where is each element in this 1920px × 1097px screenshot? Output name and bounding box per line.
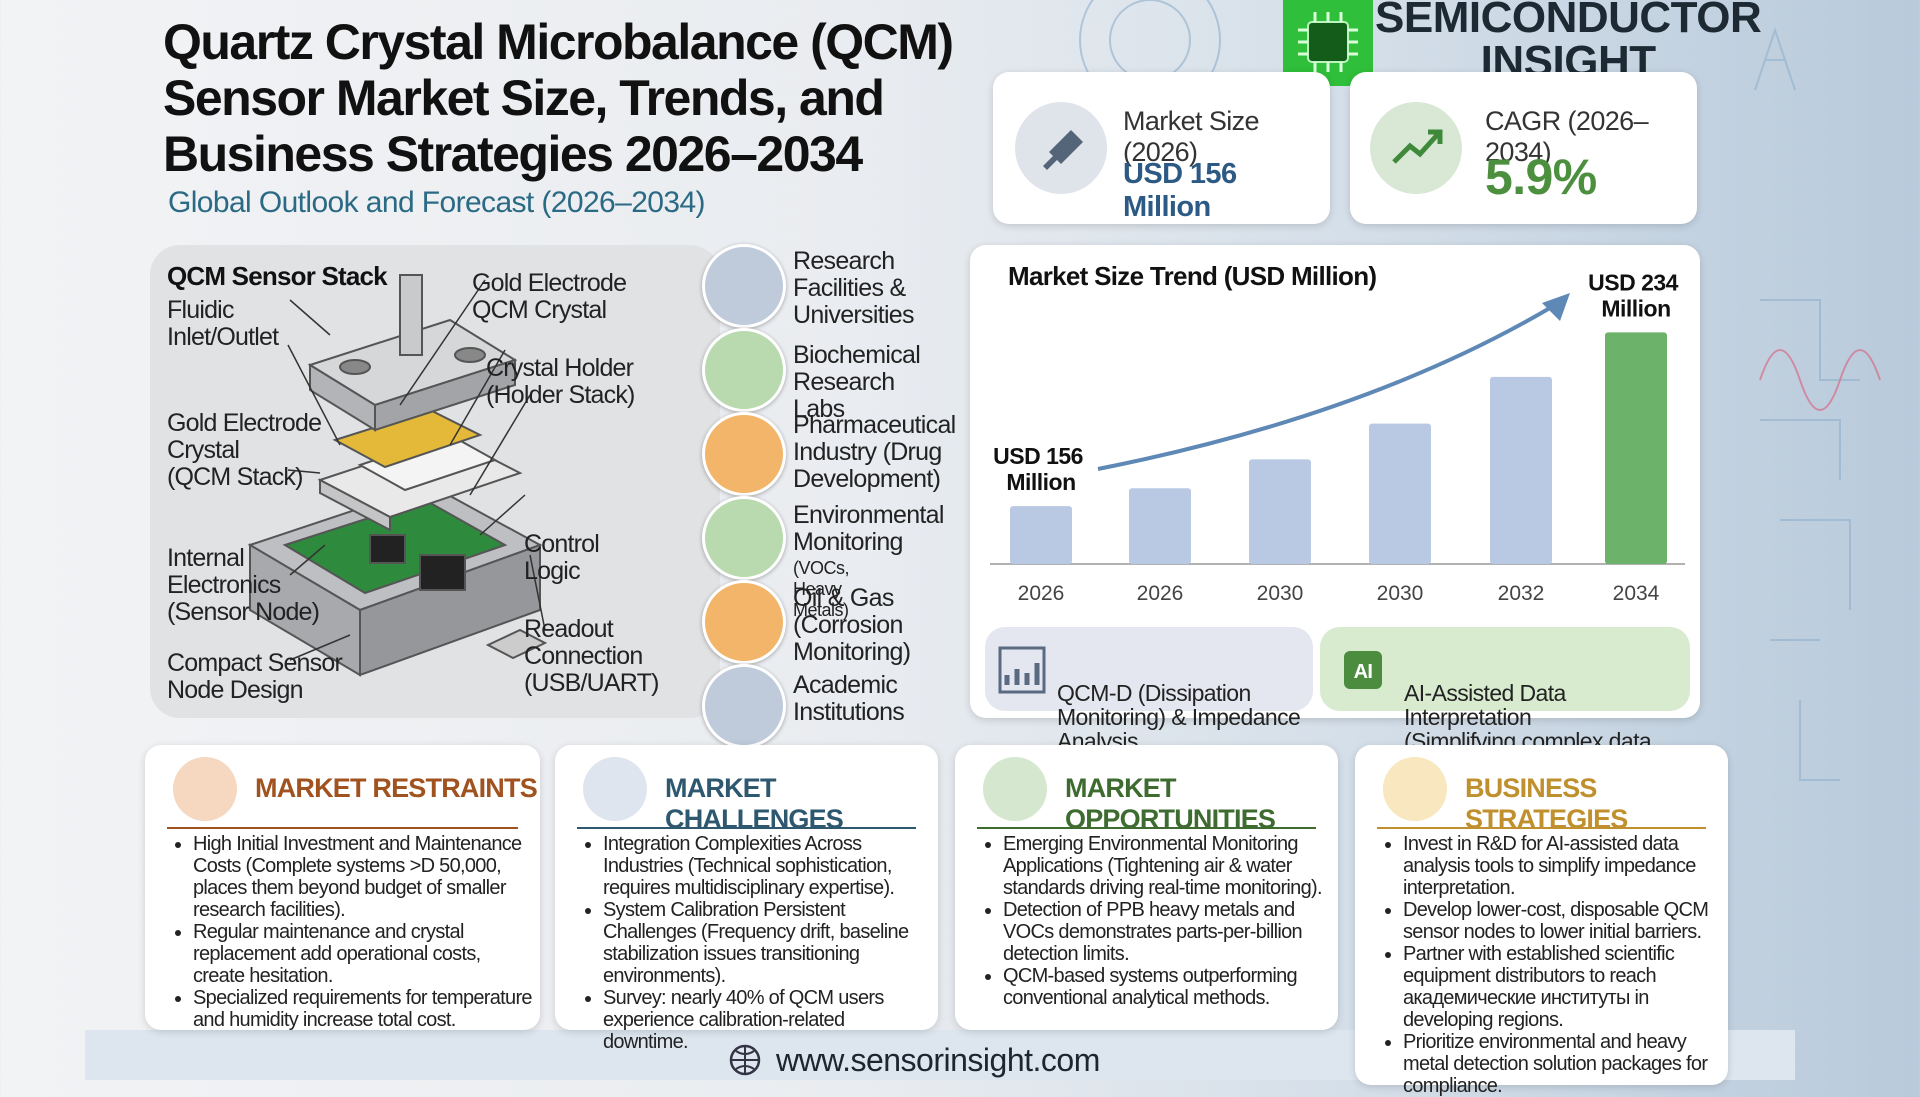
application-label: Biochemical Research Labs xyxy=(793,341,921,423)
stat-label: Market Size (2026) xyxy=(1123,106,1260,167)
x-tick-label: 2032 xyxy=(1498,582,1545,605)
footer-url: www.sensorinsight.com xyxy=(776,1042,1100,1078)
info-card: MARKET OPPORTUNITIESEmerging Environment… xyxy=(955,745,1338,1030)
x-tick-label: 2030 xyxy=(1257,582,1304,605)
application-label: Research Facilities & Universities xyxy=(793,247,915,329)
feature-icon: AI xyxy=(1344,651,1382,689)
stat-card: CAGR (2026–2034) 5.9% xyxy=(1350,72,1697,224)
card-list: Emerging Environmental Monitoring Applic… xyxy=(977,833,1334,1009)
subtitle: Global Outlook and Forecast (2026–2034) xyxy=(168,186,706,219)
card-icon xyxy=(983,757,1047,821)
trend-arrowhead xyxy=(1542,293,1570,321)
title: Quartz Crystal Microbalance (QCM) Sensor… xyxy=(163,14,954,182)
info-card: BUSINESS STRATEGIESInvest in R&D for AI-… xyxy=(1355,745,1728,1097)
globe-icon xyxy=(729,1044,761,1076)
card-icon xyxy=(1383,757,1447,821)
bar xyxy=(1010,506,1072,564)
card-title: MARKET RESTRAINTS xyxy=(255,773,538,803)
card-item: Develop lower-cost, disposable QCM senso… xyxy=(1403,899,1724,943)
title-line: Sensor Market Size, Trends, and xyxy=(163,70,885,126)
application-label: Oil & Gas (Corrosion Monitoring) xyxy=(793,584,911,666)
application-icon xyxy=(702,496,786,580)
application-icon xyxy=(702,664,786,748)
diagram-label: Crystal Holder (Holder Stack) xyxy=(486,354,635,409)
bar xyxy=(1369,423,1431,564)
application-icon xyxy=(702,244,786,328)
card-item: Detection of PPB heavy metals and VOCs d… xyxy=(1003,899,1334,965)
stat-card: Market Size (2026) USD 156 Million xyxy=(993,72,1330,224)
card-icon xyxy=(583,757,647,821)
card-item: Survey: nearly 40% of QCM users experien… xyxy=(603,987,934,1053)
card-title: BUSINESS STRATEGIES xyxy=(1465,773,1628,834)
title-line: Quartz Crystal Microbalance (QCM) xyxy=(163,14,954,70)
chart: Market Size Trend (USD Million) 2026 USD … xyxy=(990,261,1685,605)
bar xyxy=(1129,488,1191,564)
svg-text:AI: AI xyxy=(1354,661,1373,683)
card-list: High Initial Investment and Maintenance … xyxy=(167,833,536,1031)
diagram-label: Control Logic xyxy=(524,530,600,585)
card-item: QCM-based systems outperforming conventi… xyxy=(1003,965,1334,1009)
info-card: MARKET CHALLENGESIntegration Complexitie… xyxy=(555,745,938,1053)
bar xyxy=(1490,376,1552,564)
card-item: Specialized requirements for temperature… xyxy=(193,987,536,1031)
card-item: High Initial Investment and Maintenance … xyxy=(193,833,536,921)
card-rule xyxy=(977,827,1316,829)
feature-chip: QCM-D (Dissipation Monitoring) & Impedan… xyxy=(985,627,1313,753)
stat-icon xyxy=(1370,102,1462,194)
diagram-panel: QCM Sensor Stack Fluidic Inlet/Outlet Gol… xyxy=(150,245,720,718)
card-rule xyxy=(577,827,916,829)
application-icon xyxy=(702,412,786,496)
x-tick-label: 2026 xyxy=(1018,582,1065,605)
diagram-label: Gold Electrode QCM Crystal xyxy=(472,269,627,324)
x-tick-label: 2026 xyxy=(1137,582,1184,605)
card-icon xyxy=(173,757,237,821)
card-item: System Calibration Persistent Challenges… xyxy=(603,899,934,987)
stat-value: 5.9% xyxy=(1485,149,1597,205)
x-tick-label: 2034 xyxy=(1613,582,1660,605)
title-line: Business Strategies 2026–2034 xyxy=(163,126,863,182)
diagram-label: Internal Electronics (Sensor Node) xyxy=(167,544,320,626)
data-label: USD 234 Million xyxy=(1588,269,1684,321)
card-title: MARKET OPPORTUNITIES xyxy=(1065,773,1276,834)
diagram-label: Fluidic Inlet/Outlet xyxy=(167,296,279,351)
card-item: Emerging Environmental Monitoring Applic… xyxy=(1003,833,1334,899)
info-card: MARKET RESTRAINTS High Initial Investment… xyxy=(145,745,540,1031)
diagram-label: Gold Electrode Crystal (QCM Stack) xyxy=(167,409,322,491)
stat-value: USD 156 Million xyxy=(1123,158,1237,223)
sensor-stack-drawing xyxy=(247,274,548,677)
card-list: Integration Complexities Across Industri… xyxy=(577,833,934,1053)
bar xyxy=(1605,332,1667,564)
diagram-label: Compact Sensor Node Design xyxy=(167,649,343,704)
diagram-title: QCM Sensor Stack xyxy=(167,261,388,291)
card-item: Regular maintenance and crystal replacem… xyxy=(193,921,536,987)
card-item: Prioritize environmental and heavy metal… xyxy=(1403,1031,1724,1097)
card-item: Integration Complexities Across Industri… xyxy=(603,833,934,899)
stat-icon xyxy=(1015,102,1107,194)
application-icon xyxy=(702,580,786,664)
card-item: Partner with established scientific equi… xyxy=(1403,943,1724,1031)
card-list: Invest in R&D for AI-assisted data analy… xyxy=(1377,833,1724,1097)
trend-arrow xyxy=(1097,303,1557,471)
card-rule xyxy=(1377,827,1706,829)
application-label: Academic Institutions xyxy=(793,671,905,726)
feature-chip: AI AI-Assisted Data Interpretation (Simp… xyxy=(1320,627,1690,777)
stat-label: CAGR (2026–2034) xyxy=(1485,106,1649,167)
brand-logo xyxy=(1283,0,1373,86)
card-item: Invest in R&D for AI-assisted data analy… xyxy=(1403,833,1724,899)
data-label: USD 156 Million xyxy=(993,443,1089,495)
brand-line: SEMICONDUCTOR xyxy=(1375,0,1762,42)
diagram-label: Readout Connection (USB/UART) xyxy=(524,615,659,697)
application-note: (VOCs, Heavy Metals) xyxy=(793,558,850,620)
application-label: Pharmaceutical Industry (Drug Developmen… xyxy=(793,411,956,493)
card-rule xyxy=(167,827,518,829)
application-icon xyxy=(702,328,786,412)
feature-text: QCM-D (Dissipation Monitoring) & Impedan… xyxy=(1057,680,1301,754)
feature-icon xyxy=(998,646,1046,694)
card-title: MARKET CHALLENGES xyxy=(665,773,844,834)
application-label: Environmental Monitoring xyxy=(793,501,944,556)
bar xyxy=(1249,459,1311,564)
chart-title: Market Size Trend (USD Million) xyxy=(1008,261,1376,291)
x-tick-label: 2030 xyxy=(1377,582,1424,605)
